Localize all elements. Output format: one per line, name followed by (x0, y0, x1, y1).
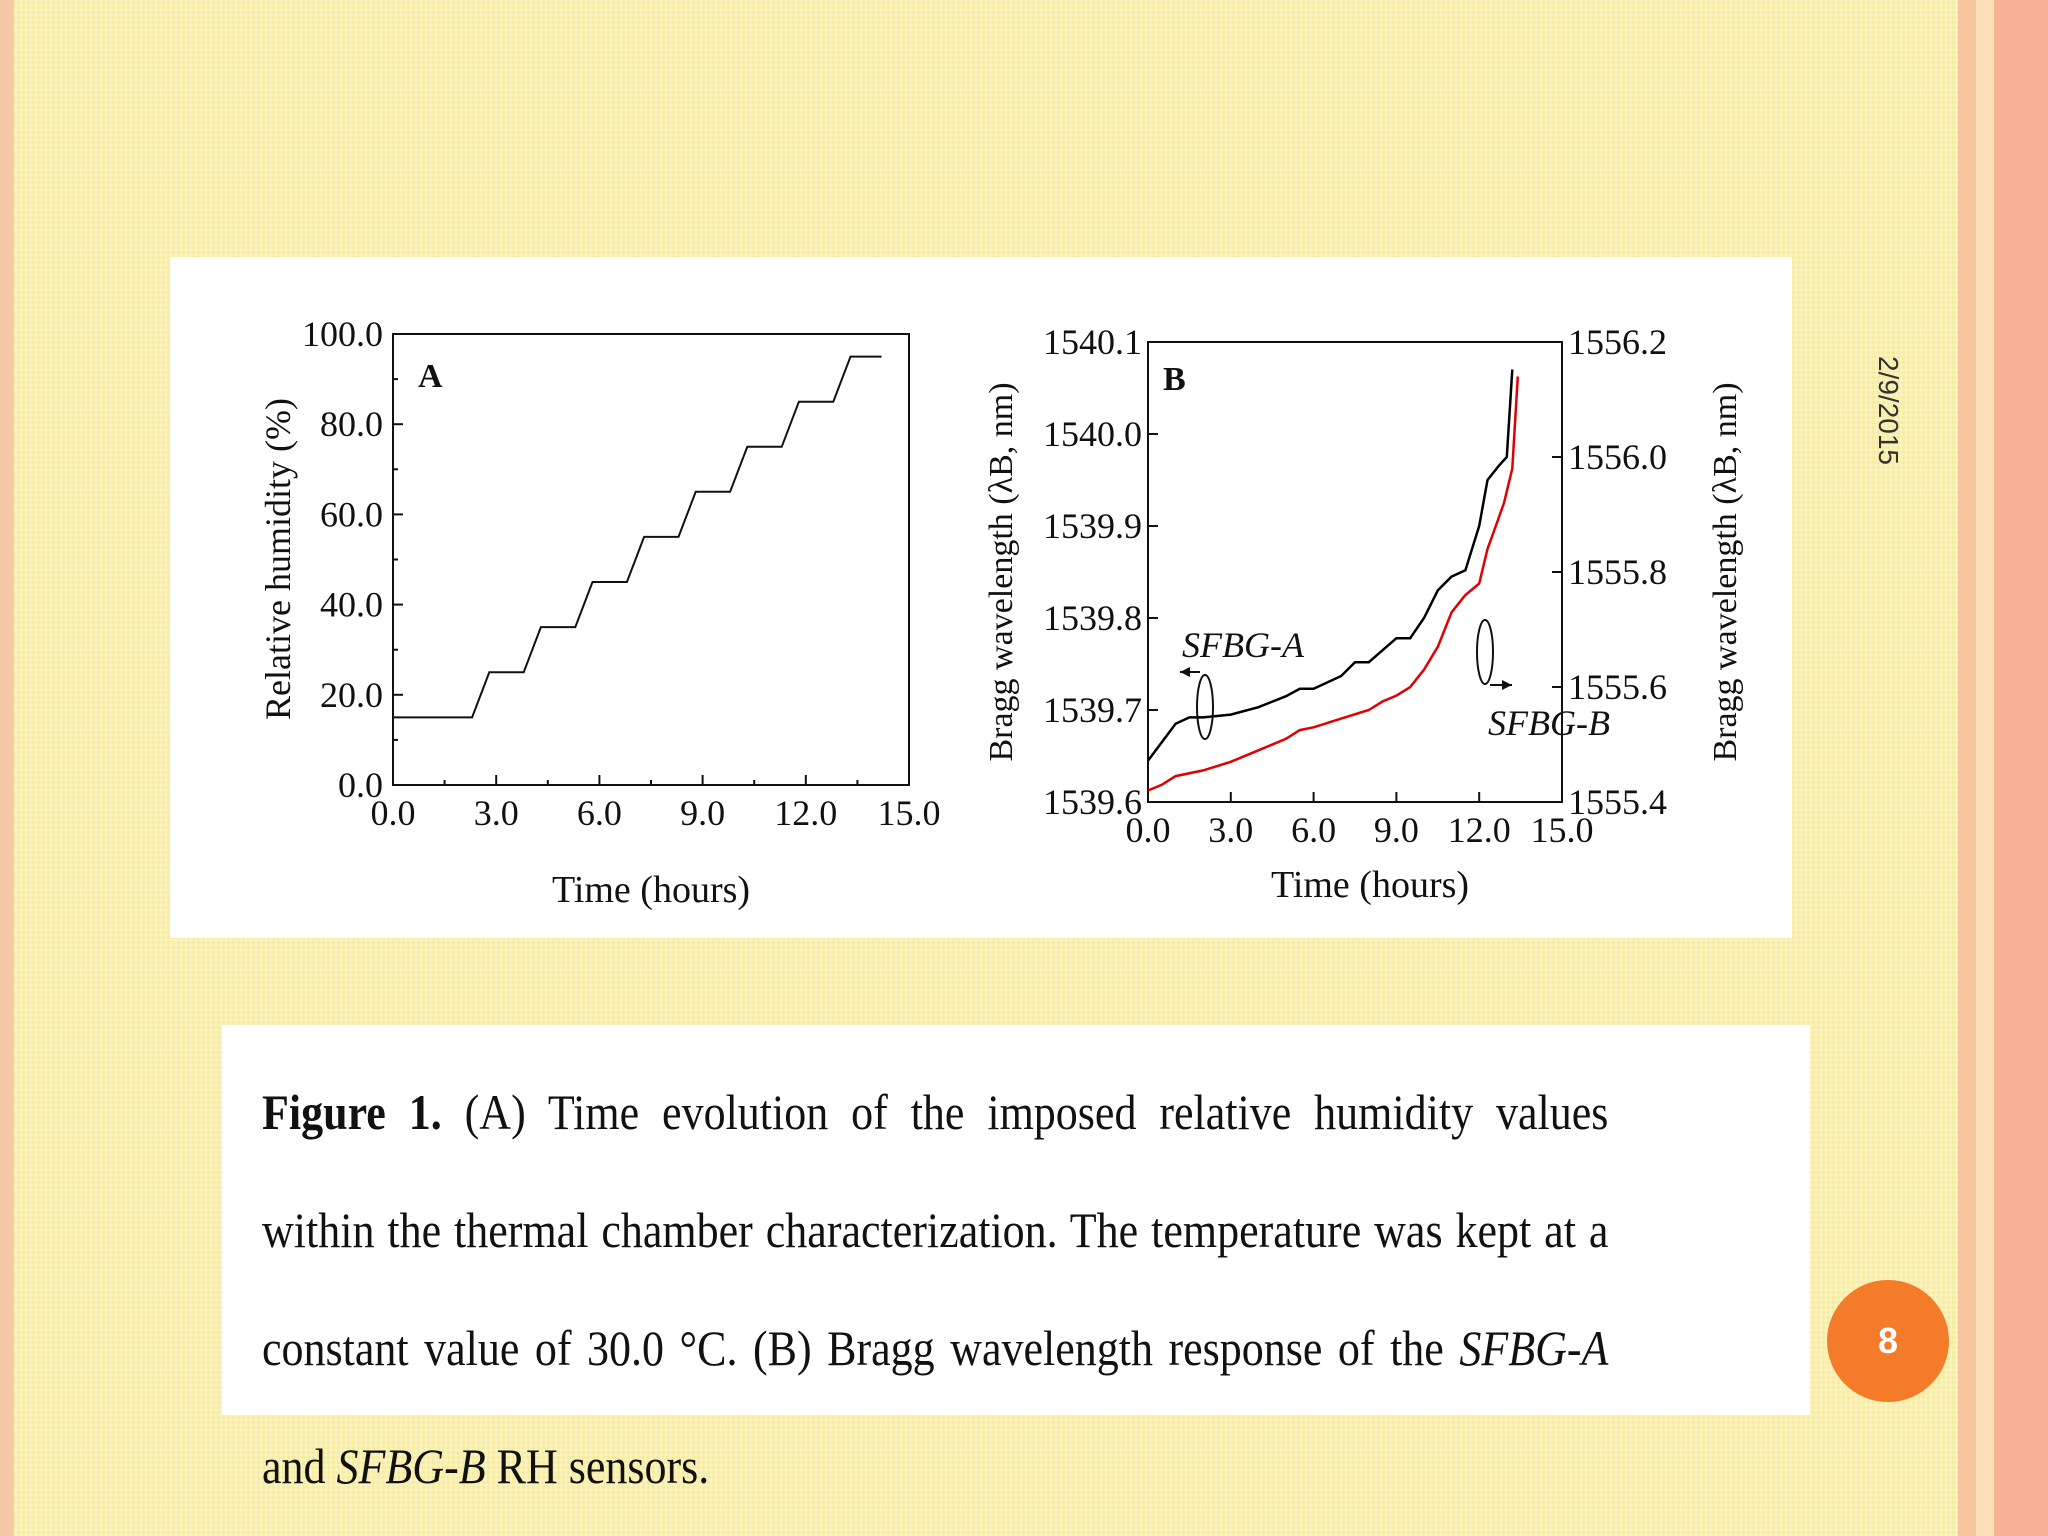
annotation-sfbg-b: SFBG-B (1476, 619, 1610, 743)
chart-a-xtick-label: 0.0 (371, 793, 416, 833)
chart-b-ytick-right-label: 1555.6 (1568, 667, 1667, 707)
chart-b-ytick-right-label: 1555.8 (1568, 552, 1667, 592)
slide-right-border-light (1976, 0, 1994, 1536)
caption-sensor-a: SFBG-A (1459, 1320, 1609, 1376)
chart-a-xtick-label: 3.0 (474, 793, 519, 833)
chart-a-xtick-label: 9.0 (680, 793, 725, 833)
slide-right-border (1958, 0, 1976, 1536)
caption-text-main: (A) Time evolution of the imposed relati… (262, 1084, 1609, 1376)
chart-b-ytick-left-label: 1539.8 (1043, 598, 1142, 638)
figure-caption: Figure 1. (A) Time evolution of the impo… (262, 1053, 1608, 1525)
chart-b-ytick-left-label: 1540.1 (1043, 322, 1142, 362)
chart-b-xtick-label: 15.0 (1531, 810, 1594, 850)
chart-b-xtick-label: 6.0 (1291, 810, 1336, 850)
chart-b-series-line (1146, 369, 1514, 762)
chart-a-ticks: 0.0 3.0 6.0 9.0 12.0 15.0 0.0 20.0 40.0 60.0 80.0 1… (302, 314, 941, 833)
chart-a-ytick-label: 20.0 (320, 675, 383, 715)
chart-a-series (393, 355, 882, 719)
caption-and: and (262, 1438, 337, 1494)
chart-a-ytick-label: 0.0 (338, 765, 383, 805)
chart-b-xlabel: Time (hours) (1271, 864, 1469, 906)
annotation-sfbg-a: SFBG-A (1180, 625, 1305, 740)
chart-b-series (1146, 369, 1520, 792)
chart-b-series-line (1147, 376, 1520, 792)
chart-b-xtick-label: 3.0 (1208, 810, 1253, 850)
chart-a-ytick-label: 60.0 (320, 494, 383, 534)
chart-a-ytick-label: 80.0 (320, 404, 383, 444)
chart-b: B 0.0 3.0 6.0 9.0 12.0 15.0 1539.6 1539.7 1539.8… (983, 322, 1744, 906)
chart-a-series-line (393, 355, 882, 719)
chart-a-xtick-label: 6.0 (577, 793, 622, 833)
chart-b-ticks: 0.0 3.0 6.0 9.0 12.0 15.0 1539.6 1539.7 1539.8 15… (1043, 322, 1667, 850)
chart-b-ytick-left-label: 1539.9 (1043, 506, 1142, 546)
annotation-sfbg-a-label: SFBG-A (1182, 625, 1305, 665)
chart-b-ytick-right-label: 1556.2 (1568, 322, 1667, 362)
chart-a-ytick-label: 40.0 (320, 585, 383, 625)
chart-a-panel-label: A (418, 358, 443, 395)
chart-b-ytick-left-label: 1540.0 (1043, 414, 1142, 454)
chart-a-ylabel: Relative humidity (%) (258, 398, 298, 720)
chart-b-ylabel-right: Bragg wavelength (λB, nm) (1707, 382, 1744, 761)
chart-a-xtick-label: 15.0 (878, 793, 941, 833)
slide-left-border (0, 0, 14, 1536)
page-number-badge: 8 (1827, 1280, 1949, 1402)
chart-b-xtick-label: 0.0 (1126, 810, 1171, 850)
chart-b-ytick-left-label: 1539.7 (1043, 690, 1142, 730)
chart-b-ytick-right-label: 1555.4 (1568, 782, 1667, 822)
caption-figure-label: Figure 1. (262, 1084, 442, 1140)
figure-svg: A 0.0 3.0 6.0 9.0 12.0 15.0 0.0 20.0 40.0 60.0 80.… (258, 314, 1744, 911)
chart-a: A 0.0 3.0 6.0 9.0 12.0 15.0 0.0 20.0 40.0 60.0 80.… (258, 314, 941, 911)
figure-panel: A 0.0 3.0 6.0 9.0 12.0 15.0 0.0 20.0 40.0 60.0 80.… (170, 257, 1792, 938)
chart-b-xtick-label: 12.0 (1448, 810, 1511, 850)
chart-a-xlabel: Time (hours) (552, 869, 750, 911)
chart-a-ytick-label: 100.0 (302, 314, 383, 354)
caption-sensor-b: SFBG-B (336, 1438, 486, 1494)
chart-a-xtick-label: 12.0 (774, 793, 837, 833)
chart-b-ytick-right-label: 1556.0 (1568, 437, 1667, 477)
chart-b-ylabel-left: Bragg wavelength (λB, nm) (983, 382, 1020, 761)
chart-b-ytick-left-label: 1539.6 (1043, 782, 1142, 822)
slide-right-border-outer (1994, 0, 2048, 1536)
slide-date: 2/9/2015 (1873, 356, 1904, 465)
chart-b-xtick-label: 9.0 (1374, 810, 1419, 850)
chart-b-panel-label: B (1163, 361, 1186, 398)
annotation-sfbg-b-label: SFBG-B (1488, 703, 1610, 743)
caption-panel: Figure 1. (A) Time evolution of the impo… (222, 1025, 1810, 1494)
caption-text-end: RH sensors. (485, 1438, 710, 1494)
